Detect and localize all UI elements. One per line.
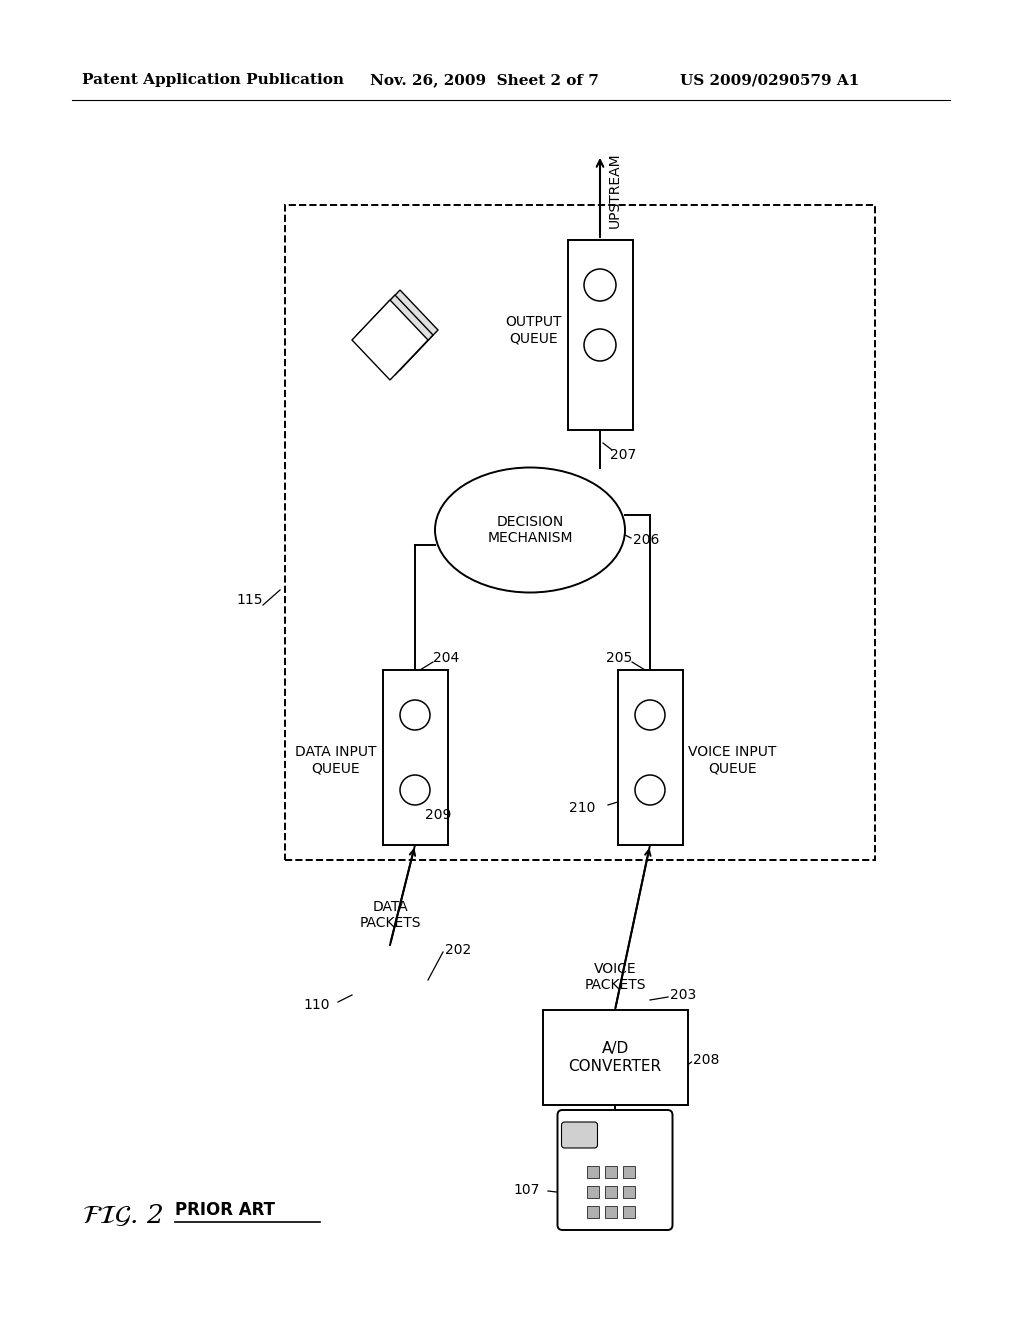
Text: 209: 209 bbox=[425, 808, 452, 822]
Text: PRIOR ART: PRIOR ART bbox=[175, 1201, 275, 1218]
Text: 205: 205 bbox=[606, 651, 632, 665]
Bar bbox=[383, 671, 447, 845]
Text: Patent Application Publication: Patent Application Publication bbox=[82, 73, 344, 87]
Text: 210: 210 bbox=[568, 801, 595, 814]
Bar bbox=[543, 1010, 687, 1105]
Text: 107: 107 bbox=[514, 1183, 540, 1197]
Bar bbox=[587, 1185, 599, 1199]
Text: DATA
PACKETS: DATA PACKETS bbox=[359, 900, 421, 931]
Bar bbox=[285, 205, 874, 861]
Bar bbox=[605, 1185, 617, 1199]
Bar bbox=[567, 240, 633, 430]
FancyBboxPatch shape bbox=[561, 1122, 597, 1148]
Bar bbox=[623, 1185, 635, 1199]
FancyBboxPatch shape bbox=[557, 1110, 673, 1230]
Text: 115: 115 bbox=[237, 593, 263, 607]
Text: 202: 202 bbox=[445, 942, 471, 957]
Bar bbox=[605, 1166, 617, 1177]
Ellipse shape bbox=[435, 467, 625, 593]
Bar bbox=[605, 1206, 617, 1218]
Bar bbox=[587, 1206, 599, 1218]
Text: US 2009/0290579 A1: US 2009/0290579 A1 bbox=[680, 73, 859, 87]
Bar bbox=[623, 1206, 635, 1218]
Text: DATA INPUT
QUEUE: DATA INPUT QUEUE bbox=[295, 744, 377, 775]
Text: 203: 203 bbox=[670, 987, 696, 1002]
Text: $\mathcal{FIG}$. 2: $\mathcal{FIG}$. 2 bbox=[82, 1203, 164, 1228]
Text: UPSTREAM: UPSTREAM bbox=[608, 152, 622, 228]
Bar bbox=[587, 1166, 599, 1177]
Polygon shape bbox=[352, 300, 428, 380]
Text: 110: 110 bbox=[303, 998, 330, 1012]
Text: DECISION
MECHANISM: DECISION MECHANISM bbox=[487, 515, 572, 545]
Text: 206: 206 bbox=[633, 533, 659, 546]
Text: VOICE INPUT
QUEUE: VOICE INPUT QUEUE bbox=[688, 744, 777, 775]
Text: A/D
CONVERTER: A/D CONVERTER bbox=[568, 1041, 662, 1073]
Text: 208: 208 bbox=[693, 1053, 720, 1067]
Text: Nov. 26, 2009  Sheet 2 of 7: Nov. 26, 2009 Sheet 2 of 7 bbox=[370, 73, 599, 87]
Text: 207: 207 bbox=[610, 447, 636, 462]
Polygon shape bbox=[362, 290, 438, 370]
Text: OUTPUT
QUEUE: OUTPUT QUEUE bbox=[505, 315, 561, 345]
Polygon shape bbox=[357, 294, 433, 375]
Text: 204: 204 bbox=[433, 651, 459, 665]
Text: VOICE
PACKETS: VOICE PACKETS bbox=[585, 962, 646, 993]
Bar bbox=[623, 1166, 635, 1177]
Bar bbox=[617, 671, 683, 845]
